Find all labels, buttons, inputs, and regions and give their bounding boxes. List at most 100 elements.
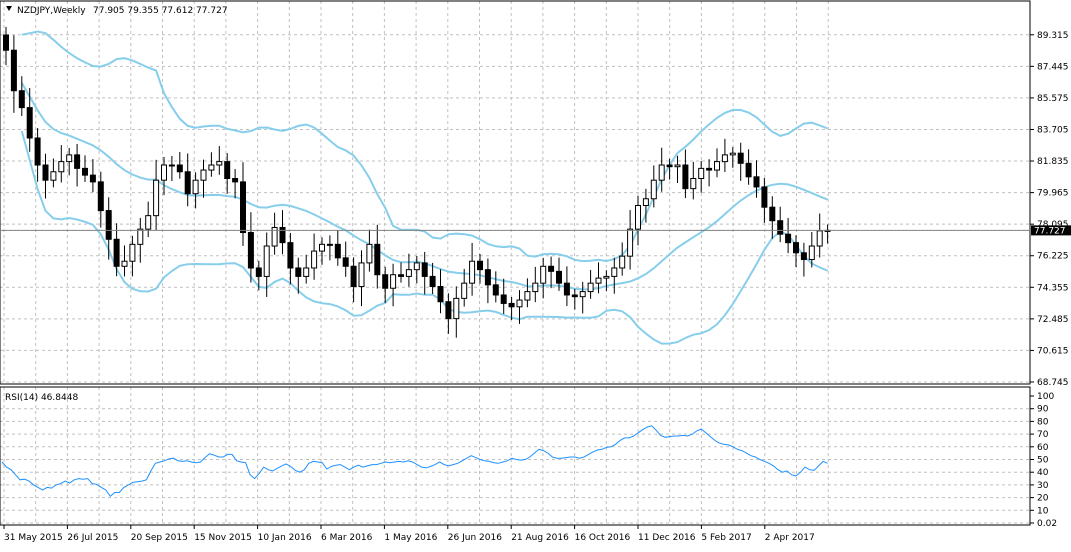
candle-body-bear [34, 137, 41, 166]
time-tick-label: 11 Dec 2016 [638, 533, 696, 543]
candle-body-bear [500, 294, 507, 304]
candle-body-bear [761, 186, 768, 208]
candle-body-bull [405, 269, 412, 277]
time-tick-label: 15 Nov 2015 [194, 533, 252, 543]
time-tick-label: 2 Apr 2017 [765, 533, 815, 543]
rsi-grid [0, 387, 1030, 525]
rsi-tick-label: 50 [1037, 456, 1049, 466]
price-tick-label: 89.315 [1037, 31, 1069, 41]
candle-body-bull [619, 255, 626, 269]
price-tick-label: 85.575 [1037, 94, 1069, 104]
candle-body-bear [97, 181, 104, 212]
time-tick-label: 21 Aug 2016 [511, 533, 569, 543]
rsi-tick-label: 20 [1037, 494, 1049, 504]
price-tick-label: 81.835 [1037, 157, 1069, 167]
time-tick-label: 1 May 2016 [384, 533, 437, 543]
price-tick-label: 70.615 [1037, 346, 1069, 356]
candle-body-bear [745, 162, 752, 178]
candle-body-bull [319, 243, 325, 252]
candle-body-bear [421, 262, 428, 277]
candle-body-bear [682, 164, 689, 190]
candle-body-bear [492, 284, 499, 296]
candle-body-bear [777, 220, 784, 235]
rsi-tick-label: 60 [1037, 443, 1049, 453]
rsi-tick-label: 40 [1037, 468, 1049, 478]
rsi-tick-label: 80 [1037, 417, 1049, 427]
rsi-line [1, 425, 828, 498]
rsi-tick-label: 10 [1037, 506, 1049, 516]
candle-body-bear [247, 232, 254, 269]
candle-body-bear [10, 49, 17, 92]
time-tick-label: 10 Jan 2016 [258, 533, 312, 543]
candle-body-bear [785, 233, 792, 244]
candle-body-bull [271, 226, 278, 247]
candle-body-bull [627, 228, 634, 257]
candle-body-bull [145, 215, 152, 230]
rsi-tick-label: 100 [1037, 392, 1054, 402]
time-tick-label: 5 Feb 2017 [701, 533, 751, 543]
candle-body-bear [334, 243, 341, 259]
time-axis: 31 May 2015 26 Jul 2015 20 Sep 2015 15 Nov … [3, 525, 815, 543]
header: NZDJPY,Weekly 77.905 79.355 77.612 77.72… [6, 6, 228, 16]
candle-body-bull [721, 154, 728, 163]
triangle-down-icon[interactable] [6, 6, 12, 11]
price-axis: 89.315 87.445 85.575 83.705 81.835 79.965 78.0… [1030, 31, 1069, 388]
time-tick-label: 6 Mar 2016 [321, 533, 373, 543]
candle-body-bear [437, 286, 444, 303]
rsi-series [1, 425, 828, 498]
candle-body-bull [58, 161, 65, 173]
candle-body-bull [200, 169, 207, 181]
candle-body-bull [390, 274, 397, 289]
candle-body-bull [540, 265, 547, 284]
candle-body-bear [800, 252, 807, 261]
rsi-tick-label: 0.02 [1037, 519, 1057, 529]
time-tick-label: 16 Oct 2016 [575, 533, 631, 543]
candle-body-bear [508, 302, 515, 308]
candle-body-bull [698, 167, 705, 180]
candle-body-bull [516, 299, 523, 308]
candle-body-bull [168, 164, 175, 167]
candle-body-bull [326, 243, 333, 246]
price-tick-label: 74.355 [1037, 283, 1069, 293]
candle-body-bear [3, 34, 9, 51]
symbol-title: NZDJPY,Weekly [17, 6, 86, 16]
candle-body-bear [737, 152, 744, 164]
candle-body-bear [548, 265, 555, 272]
candle-body-bull [603, 275, 610, 279]
candle-body-bear [706, 167, 713, 171]
candle-body-bull [263, 245, 270, 277]
rsi-tick-label: 90 [1037, 405, 1049, 415]
candle-body-bull [642, 198, 649, 207]
candle-body-bull [413, 262, 420, 271]
candle-body-bull [808, 245, 815, 261]
candle-body-bull [192, 179, 199, 195]
candle-body-bull [674, 164, 681, 168]
candle-body-bear [287, 242, 294, 269]
candle-body-bear [240, 181, 246, 234]
candle-body-bear [429, 275, 436, 288]
candle-body-bear [255, 267, 262, 277]
candlesticks [3, 26, 831, 338]
candle-body-bull [216, 161, 223, 166]
candle-body-bear [382, 274, 389, 289]
candle-body-bull [579, 291, 586, 298]
candle-body-bull [137, 228, 144, 245]
candle-body-bear [18, 90, 25, 109]
price-tick-label: 76.225 [1037, 252, 1069, 262]
ohlc-readout: 77.905 79.355 77.612 77.727 [93, 6, 228, 16]
candle-body-bull [311, 250, 318, 269]
time-tick-label: 26 Jul 2015 [67, 533, 118, 543]
time-tick-label: 26 Jun 2016 [448, 533, 502, 543]
candle-body-bull [66, 154, 73, 163]
candle-body-bear [793, 242, 799, 254]
price-tick-label: 72.485 [1037, 315, 1069, 325]
rsi-axis: 100 90 80 70 60 50 40 30 20 10 0.02 [1030, 392, 1057, 529]
candle-body-bull [453, 297, 460, 320]
candle-body-bear [477, 260, 483, 271]
candle-body-bull [303, 267, 310, 277]
candle-body-bear [342, 257, 349, 267]
candle-body-bear [769, 206, 776, 222]
candle-body-bear [398, 274, 404, 277]
